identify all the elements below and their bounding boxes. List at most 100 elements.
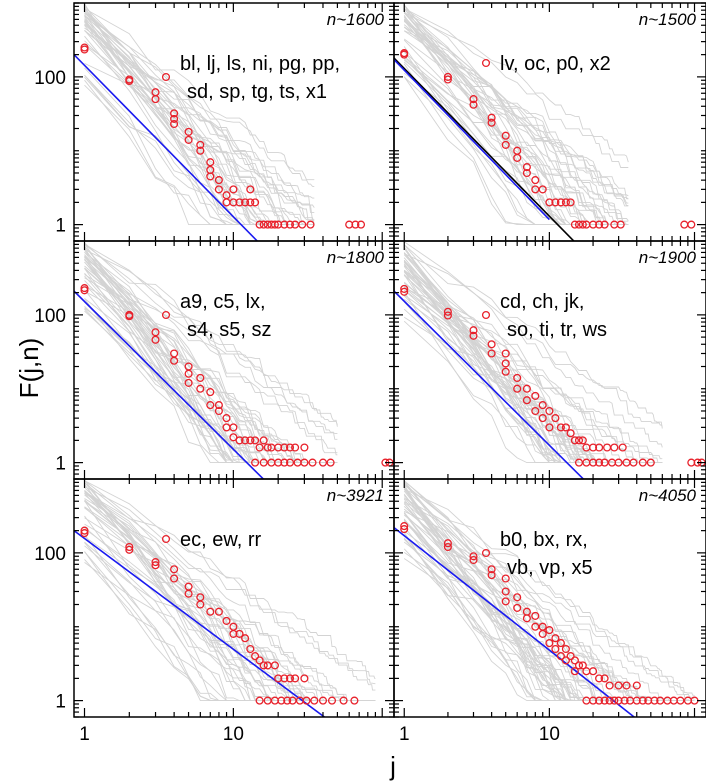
data-point — [614, 458, 623, 467]
data-point — [80, 529, 89, 538]
data-point — [501, 367, 510, 376]
data-point — [487, 113, 496, 122]
data-point — [513, 593, 522, 602]
data-point — [308, 458, 317, 467]
plot-area — [74, 479, 376, 717]
data-point — [610, 443, 619, 452]
data-point — [600, 220, 609, 229]
panel-p4: n~1900 cd, ch, jk, so, ti, tr, ws — [393, 240, 706, 480]
data-point — [246, 644, 255, 654]
background-curve — [84, 5, 315, 222]
data-point — [545, 198, 554, 207]
data-point — [259, 458, 268, 467]
data-point — [214, 607, 223, 616]
data-point — [263, 443, 272, 452]
data-point — [280, 674, 289, 683]
background-curves — [84, 3, 315, 226]
panel-n-label: n~1800 — [327, 248, 385, 267]
panel-p5: 1 100 1 10 n~3921 ec, ew, rr — [34, 478, 395, 745]
data-point — [285, 458, 295, 467]
data-point — [522, 614, 531, 623]
data-point — [589, 443, 598, 452]
data-point — [222, 414, 231, 423]
background-curve — [84, 480, 376, 702]
fit-line — [394, 526, 636, 717]
data-point — [300, 674, 309, 683]
legend-entry: b0, bx, rx, — [500, 529, 588, 551]
data-point — [646, 458, 655, 467]
data-point — [551, 644, 560, 654]
data-point — [595, 443, 604, 452]
fit-line — [74, 54, 259, 241]
background-curve — [84, 249, 338, 464]
data-point — [501, 587, 510, 596]
background-curve — [84, 243, 338, 434]
data-point — [632, 681, 641, 690]
data-point — [196, 373, 205, 382]
background-curve — [404, 488, 695, 700]
data-point — [235, 198, 244, 207]
legend-entry: so, ti, tr, ws — [507, 319, 607, 341]
data-point — [170, 574, 179, 583]
data-point — [255, 656, 264, 665]
data-point — [170, 349, 179, 358]
background-curve — [403, 58, 629, 226]
background-curve — [84, 545, 376, 702]
data-point — [151, 328, 160, 337]
data-point — [469, 95, 478, 104]
data-point — [469, 100, 478, 109]
legend-entry: a9, c5, lx, — [180, 291, 266, 313]
data-point — [566, 198, 575, 207]
data-point — [259, 436, 268, 445]
data-point — [400, 287, 409, 296]
panel-n-label: n~1900 — [639, 248, 697, 267]
y-tick-label: 100 — [34, 68, 66, 89]
data-point — [318, 458, 328, 467]
data-point — [400, 525, 409, 534]
data-point — [578, 661, 587, 670]
data-point — [578, 436, 587, 445]
data-point — [255, 220, 264, 229]
data-point — [270, 220, 279, 229]
background-curve — [403, 30, 629, 197]
fit-line — [394, 290, 585, 479]
data-point — [151, 95, 160, 104]
data-point — [280, 220, 289, 229]
data-point — [310, 696, 319, 705]
data-point — [680, 220, 689, 229]
data-point — [501, 574, 510, 583]
ticks — [394, 2, 706, 242]
data-point — [285, 443, 295, 452]
data-point — [487, 349, 496, 358]
data-point — [556, 198, 565, 207]
data-point — [300, 458, 309, 467]
background-curve — [403, 8, 629, 200]
data-point — [274, 443, 283, 452]
data-point — [125, 545, 134, 554]
background-curve — [403, 241, 663, 448]
background-curve — [84, 13, 315, 213]
data-point — [241, 198, 250, 207]
data-point — [298, 220, 307, 229]
data-point — [566, 652, 575, 661]
background-curve — [403, 8, 629, 168]
data-point — [241, 634, 250, 643]
data-point — [196, 384, 205, 393]
data-point — [255, 696, 264, 705]
data-point — [595, 458, 604, 467]
data-point — [214, 185, 223, 194]
background-curve — [403, 252, 663, 464]
data-point — [595, 674, 604, 683]
background-curve — [404, 30, 629, 200]
legend-entry: cd, ch, jk, — [500, 291, 584, 313]
data-point — [251, 198, 260, 207]
data-points — [80, 284, 394, 467]
data-point — [566, 429, 575, 438]
data-point — [556, 639, 565, 648]
data-point — [620, 696, 629, 705]
data-point — [589, 696, 598, 705]
data-point — [603, 443, 612, 452]
background-curve — [84, 257, 338, 456]
data-point — [327, 696, 337, 705]
data-point — [443, 539, 452, 548]
